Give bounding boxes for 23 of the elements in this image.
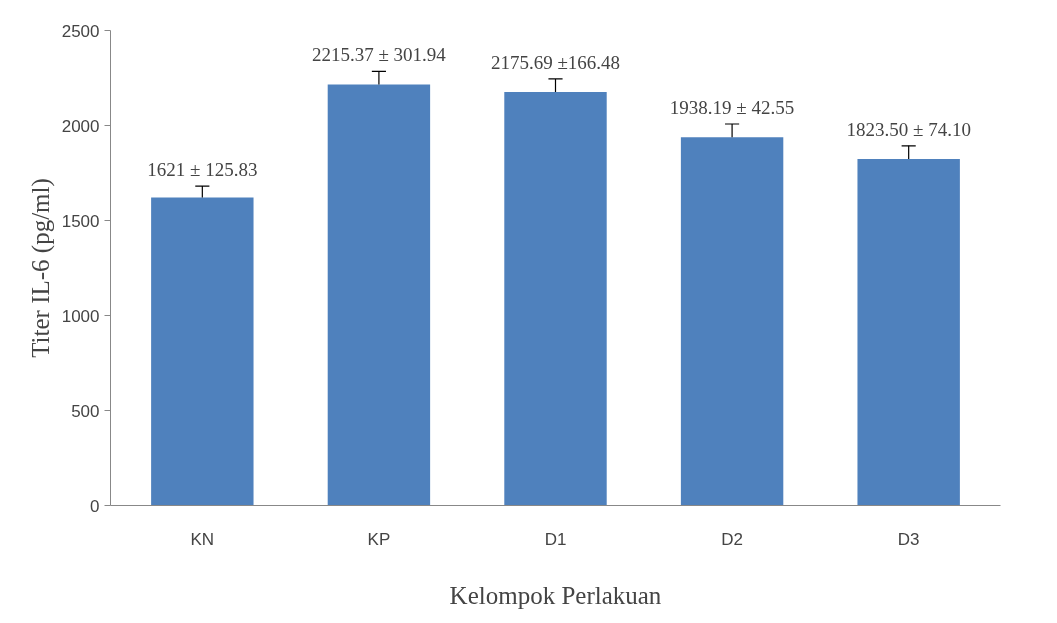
data-label: 2215.37 ± 301.94 <box>311 44 447 66</box>
x-tick-label: D2 <box>721 529 743 549</box>
data-label: 1938.19 ± 42.55 <box>669 96 795 118</box>
bar <box>504 92 607 506</box>
bar <box>857 159 960 506</box>
x-tick-label: D1 <box>544 529 567 549</box>
x-tick-label: KN <box>190 529 215 549</box>
x-tick-label: D3 <box>897 529 920 549</box>
y-tick-label: 500 <box>71 401 100 421</box>
x-tick-label: KP <box>367 529 391 549</box>
y-tick-label: 2500 <box>61 21 100 41</box>
x-axis-title: Kelompok Perlakuan <box>449 581 662 609</box>
y-tick-label: 0 <box>90 496 100 516</box>
bar <box>151 197 254 506</box>
data-label: 1621 ± 125.83 <box>147 159 258 181</box>
bar <box>327 84 431 506</box>
y-tick-label: 1000 <box>61 306 100 326</box>
y-axis-title: Titer IL-6 (pg/ml) <box>26 178 55 358</box>
data-label: 2175.69 ±166.48 <box>490 51 621 73</box>
y-tick-label: 1500 <box>61 211 100 231</box>
y-tick-label: 2000 <box>61 116 100 136</box>
bar <box>680 137 784 506</box>
data-label: 1823.50 ± 74.10 <box>846 118 971 140</box>
